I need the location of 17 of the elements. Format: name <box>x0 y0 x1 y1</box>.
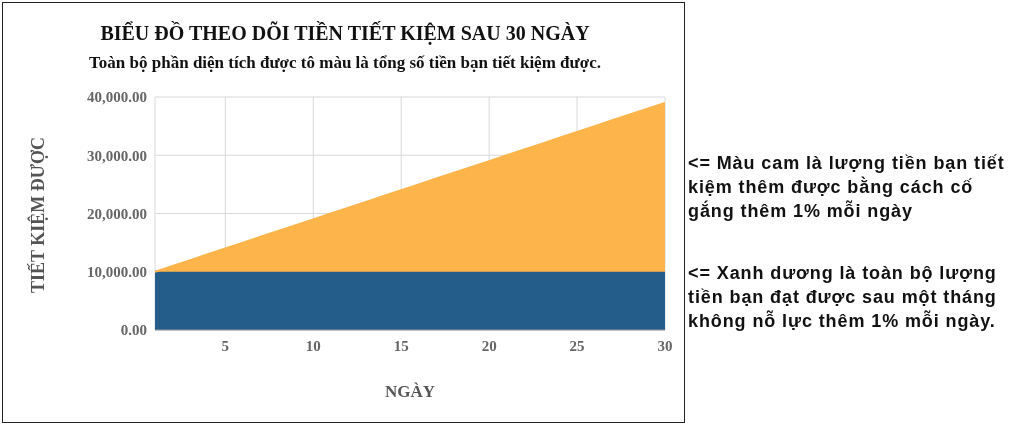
chart-subtitle: Toàn bộ phần diện tích được tô màu là tổng số tiền bạn tiết kiệm được. <box>89 52 601 74</box>
x-tick-label: 25 <box>569 337 585 354</box>
x-tick-label: 20 <box>481 337 497 354</box>
x-tick-label: 5 <box>221 337 230 354</box>
x-tick-label: 30 <box>657 337 673 354</box>
y-tick-label: 30,000.00 <box>87 147 147 164</box>
y-tick-label: 20,000.00 <box>87 205 147 222</box>
x-tick-label: 15 <box>393 337 409 354</box>
y-axis-title: TIẾT KIỆM ĐƯỢC <box>27 136 49 294</box>
y-tick-label: 0.00 <box>120 322 147 339</box>
x-axis-title: NGÀY <box>384 381 436 403</box>
y-tick-label: 40,000.00 <box>87 89 147 106</box>
chart-title: BIỂU ĐỒ THEO DÕI TIỀN TIẾT KIỆM SAU 30 NGÀY <box>100 21 590 45</box>
text: <= Màu cam là lượng tiền bạn tiết kiệm thêm được bằng cách cố gắng thêm 1% mỗi ngày <box>688 152 1006 223</box>
text: <= Xanh dương là toàn bộ lượng tiền bạn đạt được sau một tháng không nỗ lực thêm 1% mỗi ngày. <box>688 262 998 333</box>
x-tick-label: 10 <box>305 337 321 354</box>
y-tick-label: 10,000.00 <box>87 264 147 281</box>
